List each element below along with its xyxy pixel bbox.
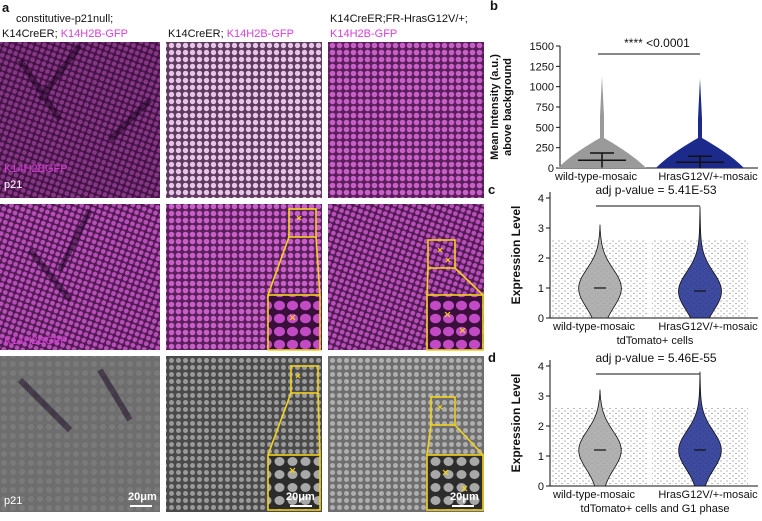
panel-label: c [488, 182, 495, 197]
x-tick-label: wild-type-mosaic [552, 321, 635, 333]
x-tick-label: wild-type-mosaic [552, 489, 635, 501]
y-tick-label: 2 [538, 421, 544, 433]
y-tick-label: 4 [538, 361, 544, 373]
panel-label: b [490, 0, 498, 13]
channel-label: K14H2BGFP [4, 163, 68, 175]
scale-bar-label: 20μm [128, 491, 157, 503]
scale-bar-label: 20μm [286, 491, 315, 503]
channel-label: K14H2BGFP [4, 335, 68, 347]
y-tick-label: 1000 [530, 82, 554, 94]
y-tick-label: 1 [538, 283, 544, 295]
x-axis-label: tdTomato+ cells and G1 phase [581, 503, 730, 515]
violin [578, 389, 622, 487]
annotation: adj p-value = 5.41E-53 [595, 183, 716, 197]
y-axis-label: Expression Level [509, 206, 523, 305]
violin [678, 371, 722, 487]
y-axis-label: Mean Intensity (a.u.) [489, 54, 501, 160]
header: K14CreER; K14H2B-GFP [168, 28, 294, 40]
header: K14CreER; K14H2B-GFP [2, 28, 128, 40]
channel-label: p21 [4, 495, 22, 507]
channel-label: p21 [4, 179, 22, 191]
panel-label: a [2, 0, 10, 15]
y-tick-label: 1 [538, 451, 544, 463]
x-axis-label: tdTomato+ cells [617, 335, 694, 347]
violin [578, 224, 622, 319]
y-tick-label: 1250 [530, 61, 554, 73]
y-axis-label: Expression Level [509, 374, 523, 473]
panel-label: d [488, 350, 496, 365]
scale-bar-label: 20μm [450, 491, 479, 503]
point-cloud [656, 78, 744, 168]
y-tick-label: 0 [538, 481, 544, 493]
insets [267, 208, 484, 511]
header: K14CreER;FR-HrasG12V/+; [330, 13, 468, 25]
x-tick-label: HrasG12V/+-mosaic [658, 171, 758, 183]
y-tick-label: 3 [538, 391, 544, 403]
point-cloud [558, 76, 646, 168]
x-tick-label: HrasG12V/+-mosaic [658, 321, 758, 333]
y-tick-label: 1500 [530, 41, 554, 53]
y-axis-label: above background [502, 58, 514, 156]
violin [678, 206, 722, 319]
header: K14H2B-GFP [330, 28, 397, 40]
micrographs [0, 42, 484, 512]
header: constitutive-p21null; [16, 13, 113, 25]
y-tick-label: 500 [536, 122, 554, 134]
annotation: **** <0.0001 [624, 36, 690, 50]
y-tick-label: 2 [538, 253, 544, 265]
x-tick-label: wild-type-mosaic [554, 171, 637, 183]
y-tick-label: 250 [536, 143, 554, 155]
y-tick-label: 750 [536, 102, 554, 114]
x-tick-label: HrasG12V/+-mosaic [658, 489, 758, 501]
y-tick-label: 3 [538, 223, 544, 235]
annotation: adj p-value = 5.46E-55 [595, 351, 716, 365]
y-tick-label: 0 [548, 163, 554, 175]
y-tick-label: 4 [538, 193, 544, 205]
y-tick-label: 0 [538, 313, 544, 325]
